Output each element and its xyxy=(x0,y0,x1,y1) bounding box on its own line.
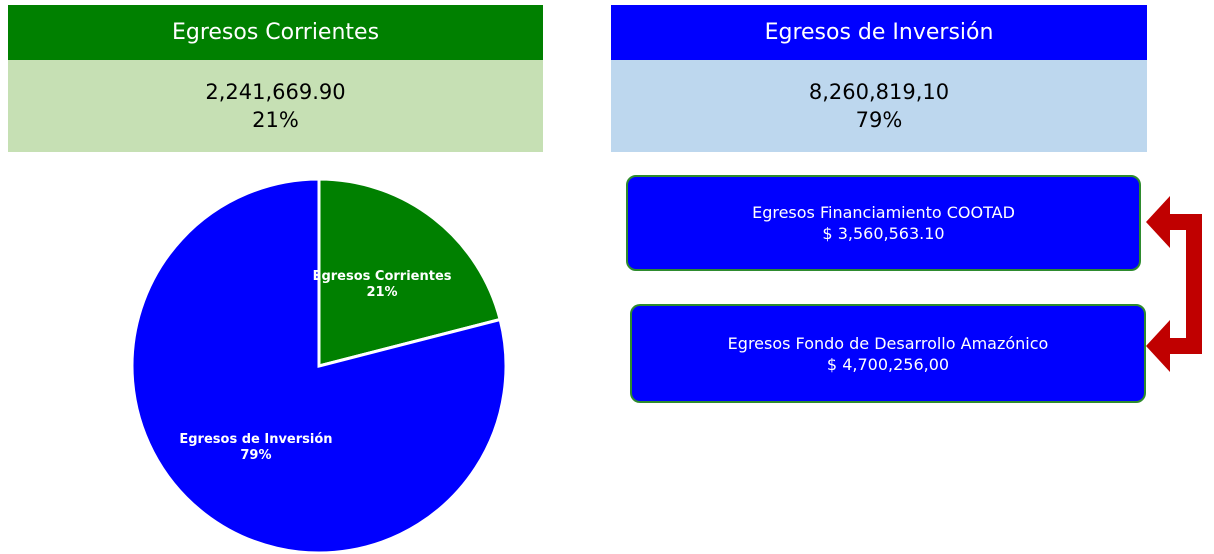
slice-value-label: 21% xyxy=(366,285,397,300)
box-amount: $ 4,700,256,00 xyxy=(826,354,950,374)
panel-amount: 8,260,819,10 xyxy=(808,80,950,104)
slice-label: Egresos de Inversión xyxy=(179,432,332,447)
box-amount: $ 3,560,563.10 xyxy=(822,224,945,243)
panel-body: 8,260,819,10 79% xyxy=(611,60,1147,152)
connector-arrow xyxy=(1146,196,1202,372)
box-label: Egresos Financiamiento COOTAD xyxy=(752,203,1015,222)
box-label: Egresos Fondo de Desarrollo Amazónico xyxy=(727,333,1049,353)
panel-body: 2,241,669.90 21% xyxy=(8,60,543,152)
info-box: Egresos Financiamiento COOTAD $ 3,560,56… xyxy=(626,175,1141,271)
slice-value-label: 79% xyxy=(240,448,271,463)
slice-label: Egresos Corrientes xyxy=(313,269,452,284)
panel-percent: 21% xyxy=(252,108,299,132)
panel-amount: 2,241,669.90 xyxy=(205,80,346,104)
panel-percent: 79% xyxy=(855,108,903,132)
panel-title: Egresos de Inversión xyxy=(611,5,1147,60)
pie-slice xyxy=(130,177,508,554)
panel-title: Egresos Corrientes xyxy=(8,5,543,60)
pie-slice xyxy=(317,177,502,368)
info-box: Egresos Fondo de Desarrollo Amazónico $ … xyxy=(630,304,1146,403)
